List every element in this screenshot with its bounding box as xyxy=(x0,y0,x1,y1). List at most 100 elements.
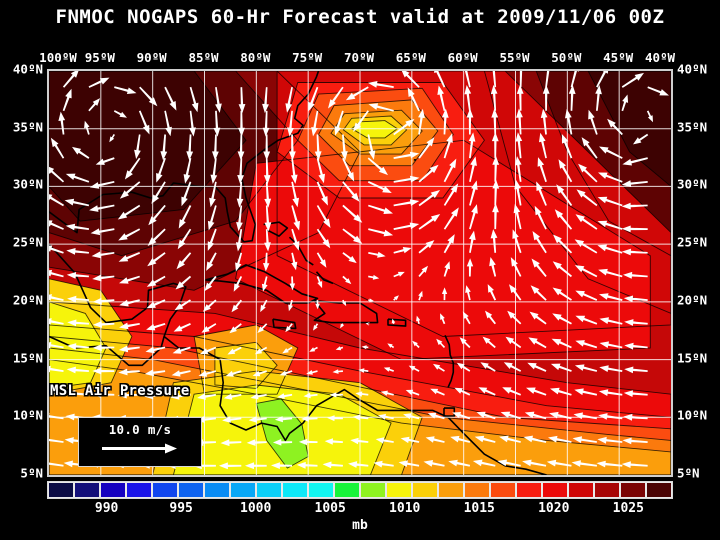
wind-arrow xyxy=(497,459,521,467)
wind-arrow xyxy=(89,181,115,189)
lat-tick-left-1: 35ºN xyxy=(12,119,43,135)
wind-arrow xyxy=(513,203,522,230)
wind-arrow xyxy=(454,387,471,396)
wind-arrow xyxy=(308,86,319,112)
wind-arrow xyxy=(170,392,191,400)
lon-tick-6: 70ºW xyxy=(343,50,375,65)
wind-arrow xyxy=(466,258,474,277)
wind-arrow xyxy=(204,275,217,292)
wind-arrow xyxy=(430,388,445,396)
wind-arrow xyxy=(164,86,177,111)
wind-arrow xyxy=(510,257,522,277)
wind-arrow xyxy=(393,151,420,159)
wind-arrow xyxy=(548,435,572,443)
wind-arrow xyxy=(206,252,217,271)
wind-arrow xyxy=(400,436,420,444)
wind-arrow xyxy=(89,204,115,212)
wind-vector-field xyxy=(49,71,669,470)
wind-arrow xyxy=(197,393,216,400)
coastline-0 xyxy=(49,71,320,243)
isobar-2 xyxy=(49,71,247,222)
wind-arrow xyxy=(282,346,293,354)
wind-arrow xyxy=(528,337,547,349)
colorbar-swatch-1 xyxy=(74,482,100,498)
wind-arrow xyxy=(66,248,89,255)
wind-arrow xyxy=(342,299,347,307)
wind-arrow xyxy=(237,134,245,161)
lat-tick-left-2: 30ºN xyxy=(12,176,43,192)
isobar-12 xyxy=(342,115,408,146)
wind-arrow xyxy=(407,87,420,112)
wind-arrow xyxy=(291,181,299,208)
wind-arrow xyxy=(65,223,89,231)
wind-arrow xyxy=(368,274,380,280)
wind-arrow xyxy=(341,134,348,161)
wind-arrow xyxy=(465,285,471,301)
isobar-18 xyxy=(49,359,671,475)
wind-arrow xyxy=(574,388,598,396)
lat-tick-right-0: 40ºN xyxy=(677,61,708,77)
wind-arrow xyxy=(448,459,471,467)
wind-arrow xyxy=(529,311,547,325)
wind-arrow xyxy=(49,389,64,396)
wind-arrow xyxy=(201,323,217,333)
colorbar-swatch-12 xyxy=(360,482,386,498)
wind-arrow xyxy=(49,341,64,349)
wind-arrow xyxy=(443,261,450,277)
coastline-3 xyxy=(205,264,319,304)
lon-tick-12: 40ºW xyxy=(644,50,676,65)
wind-arrow xyxy=(571,460,597,467)
wind-arrow xyxy=(238,87,246,114)
wind-arrow xyxy=(623,271,648,279)
wind-arrow xyxy=(117,391,140,399)
wind-arrow xyxy=(524,411,547,420)
wind-arrow xyxy=(573,412,597,420)
colorbar-swatch-5 xyxy=(178,482,204,498)
colorbar-swatch-10 xyxy=(308,482,334,498)
wind-arrow xyxy=(434,71,446,88)
wind-arrow xyxy=(519,71,523,88)
wind-arrow xyxy=(92,274,115,282)
wind-arrow xyxy=(515,132,523,159)
wind-arrow xyxy=(313,323,319,331)
wind-arrow xyxy=(289,276,296,291)
wind-arrow xyxy=(623,390,648,397)
map-plot-area xyxy=(47,69,673,477)
lat-tick-right-5: 15ºN xyxy=(677,350,708,366)
wind-arrow xyxy=(443,158,457,183)
wind-arrow xyxy=(550,363,572,372)
colorbar-swatch-7 xyxy=(230,482,256,498)
wind-arrow xyxy=(622,157,648,166)
wind-arrow xyxy=(342,204,363,223)
wind-arrow xyxy=(90,228,115,236)
colorbar-swatch-4 xyxy=(152,482,178,498)
wind-arrow xyxy=(49,166,65,183)
isobar-9 xyxy=(297,87,454,182)
wind-arrow xyxy=(49,462,64,467)
wind-arrow xyxy=(441,108,449,135)
wind-arrow xyxy=(146,323,166,331)
colorbar-tick-4: 1010 xyxy=(389,501,421,516)
colorbar-swatch-20 xyxy=(568,482,594,498)
wind-arrow xyxy=(599,293,623,301)
wind-arrow xyxy=(285,323,293,333)
wind-arrow xyxy=(246,439,267,446)
lat-tick-left-5: 15ºN xyxy=(12,350,43,366)
lat-tick-right-1: 35ºN xyxy=(677,119,708,135)
wind-arrow xyxy=(621,461,648,468)
wind-arrow xyxy=(220,439,242,447)
colorbar-tick-0: 990 xyxy=(94,501,119,516)
wind-arrow xyxy=(443,183,459,206)
wind-arrow xyxy=(139,86,158,107)
lon-tick-1: 95ºW xyxy=(84,50,115,65)
wind-arrow xyxy=(368,251,386,258)
wind-arrow xyxy=(252,370,267,377)
wind-arrow xyxy=(235,252,243,272)
wind-arrow xyxy=(599,317,623,325)
wind-arrow xyxy=(462,71,471,88)
wind-arrow xyxy=(621,94,629,112)
wind-arrow xyxy=(393,199,420,207)
wind-arrow xyxy=(499,435,521,443)
coastline-7 xyxy=(263,221,289,237)
